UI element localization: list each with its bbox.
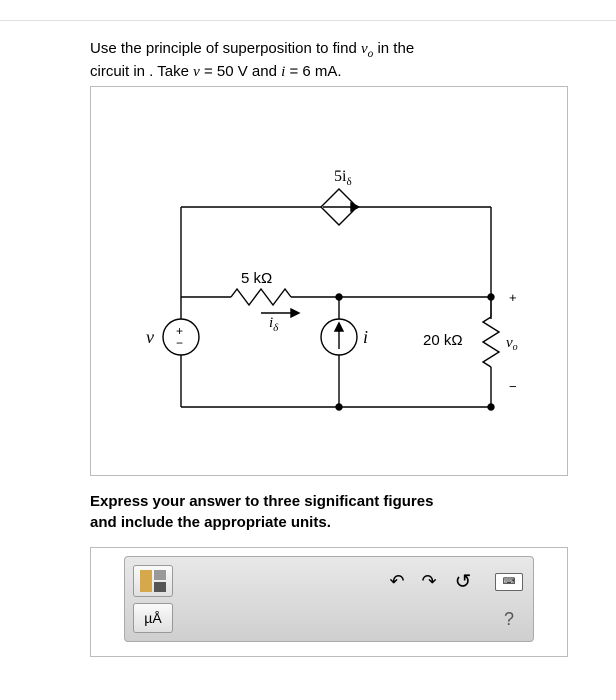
undo-button[interactable]: ↶ — [385, 571, 409, 593]
q-ieq: = 6 mA. — [285, 63, 341, 80]
svg-text:i: i — [363, 327, 368, 347]
redo-icon: ↷ — [421, 571, 436, 592]
svg-text:iδ: iδ — [269, 315, 279, 334]
undo-icon: ↶ — [389, 571, 404, 592]
keyboard-icon: ⌨ — [503, 576, 516, 587]
svg-text:5iδ: 5iδ — [334, 168, 352, 188]
ua-label: µÅ — [144, 610, 161, 626]
q-vo-v: v — [361, 41, 368, 57]
circuit-diagram: 5iδ 5 kΩ iδ v + − i 20 kΩ vo + − — [90, 86, 568, 476]
svg-text:20 kΩ: 20 kΩ — [423, 332, 463, 349]
answer-area: µÅ ↶ ↷ ↺ ⌨ ? — [90, 547, 568, 657]
units-icon — [140, 570, 166, 592]
svg-text:+: + — [509, 290, 517, 305]
svg-text:vo: vo — [506, 335, 518, 353]
q-l2-pre: circuit in . Take — [90, 63, 193, 80]
reset-icon: ↺ — [455, 569, 472, 594]
q-l1-post: in the — [373, 40, 414, 57]
answer-toolbar: µÅ ↶ ↷ ↺ ⌨ ? — [124, 556, 534, 642]
svg-text:−: − — [176, 336, 183, 350]
question-text: Use the principle of superposition to fi… — [90, 39, 570, 82]
svg-text:−: − — [509, 379, 517, 394]
units-template-button[interactable] — [133, 565, 173, 597]
instr-l1: Express your answer to three significant… — [90, 493, 433, 510]
q-l1-pre: Use the principle of superposition to fi… — [90, 40, 361, 57]
svg-text:5 kΩ: 5 kΩ — [241, 270, 272, 287]
q-vvar: v — [193, 64, 200, 80]
instr-l2: and include the appropriate units. — [90, 514, 331, 531]
help-button[interactable]: ? — [499, 609, 519, 631]
keyboard-button[interactable]: ⌨ — [495, 573, 523, 591]
special-char-button[interactable]: µÅ — [133, 603, 173, 633]
instruction-text: Express your answer to three significant… — [90, 492, 570, 533]
help-icon: ? — [504, 609, 514, 630]
reset-button[interactable]: ↺ — [451, 571, 475, 593]
svg-text:v: v — [146, 327, 154, 347]
redo-button[interactable]: ↷ — [417, 571, 441, 593]
q-veq: = 50 V and — [200, 63, 281, 80]
